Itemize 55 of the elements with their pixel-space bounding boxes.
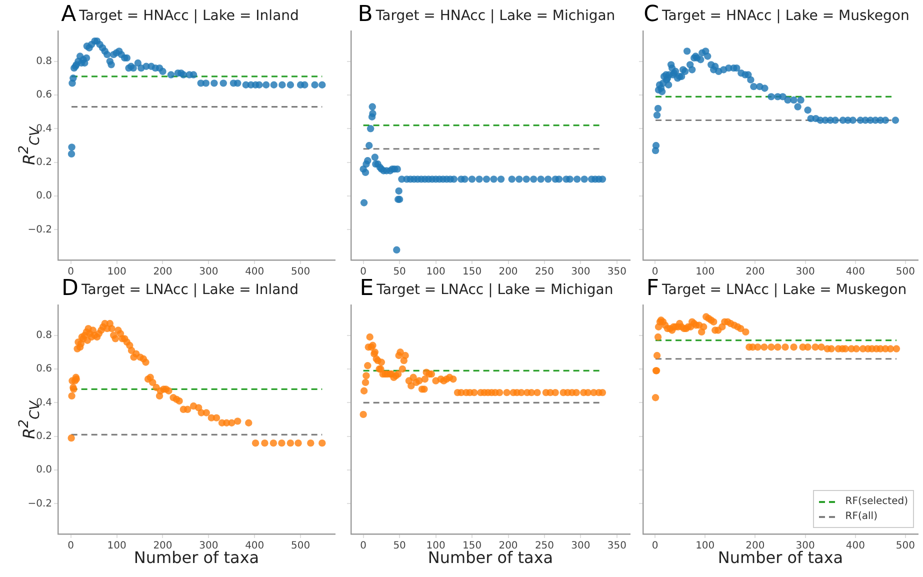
chart-title: Target = HNAcc | Lake = Michigan <box>376 8 616 24</box>
text: A <box>61 2 76 27</box>
chart-title: Target = LNAcc | Lake = Michigan <box>376 282 614 298</box>
x-tick-label: 500 <box>291 266 310 278</box>
x-tick-label: 100 <box>696 266 715 278</box>
x-tick-label: 500 <box>291 540 310 552</box>
y-tick-label: 0.2 <box>36 430 52 442</box>
x-tick-label: 250 <box>534 266 554 278</box>
text: E <box>360 276 374 301</box>
x-tick-label: 500 <box>896 266 916 278</box>
x-tick-label: 400 <box>846 266 865 278</box>
text: C <box>644 2 660 27</box>
legend-label: RF(all) <box>845 511 878 522</box>
y-tick-label: 0.2 <box>36 156 52 168</box>
y-tick-label: 0.8 <box>36 330 52 341</box>
chart-title: Target = HNAcc | Lake = Inland <box>79 8 299 24</box>
x-tick-label: 0 <box>360 266 367 278</box>
chart-title: Target = LNAcc | Lake = Muskegon <box>662 282 907 298</box>
y-tick-label: 0.0 <box>36 190 52 202</box>
x-tick-label: 0 <box>652 540 658 552</box>
y-tick-label: 0.6 <box>36 364 52 375</box>
y-tick-label: 0.6 <box>36 90 52 101</box>
x-tick-label: 350 <box>607 266 627 278</box>
x-tick-label: 300 <box>571 540 590 552</box>
x-tick-label: 200 <box>153 266 172 278</box>
x-tick-label: 50 <box>393 266 406 278</box>
x-tick-label: 300 <box>199 266 218 278</box>
x-tick-label: 500 <box>896 540 916 552</box>
text: D <box>62 276 78 301</box>
x-tick-label: 200 <box>746 266 765 278</box>
x-tick-label: 400 <box>245 266 264 278</box>
x-tick-label: 50 <box>393 540 406 552</box>
x-tick-label: 0 <box>68 540 74 552</box>
x-tick-label: 350 <box>607 540 627 552</box>
x-tick-label: 150 <box>462 266 482 278</box>
chart-title: Target = HNAcc | Lake = Muskegon <box>662 8 910 24</box>
x-tick-label: 100 <box>696 540 715 552</box>
x-tick-label: 100 <box>107 266 126 278</box>
y-tick-label: −0.2 <box>28 498 52 510</box>
y-tick-label: 0.0 <box>36 464 52 476</box>
x-tick-label: 100 <box>107 540 126 552</box>
x-tick-label: 200 <box>498 266 518 278</box>
x-tick-label: 100 <box>426 266 446 278</box>
y-tick-label: −0.2 <box>28 224 52 236</box>
y-tick-label: 0.8 <box>36 56 52 67</box>
text: B <box>358 2 373 27</box>
x-tick-label: 0 <box>68 266 74 278</box>
x-tick-label: 300 <box>796 266 815 278</box>
x-tick-label: 300 <box>571 266 590 278</box>
x-tick-label: 0 <box>360 540 367 552</box>
x-tick-label: 0 <box>652 266 658 278</box>
text: F <box>646 276 660 301</box>
legend-label: RF(selected) <box>845 496 908 507</box>
x-tick-label: 400 <box>846 540 865 552</box>
chart-title: Target = LNAcc | Lake = Inland <box>81 282 298 298</box>
